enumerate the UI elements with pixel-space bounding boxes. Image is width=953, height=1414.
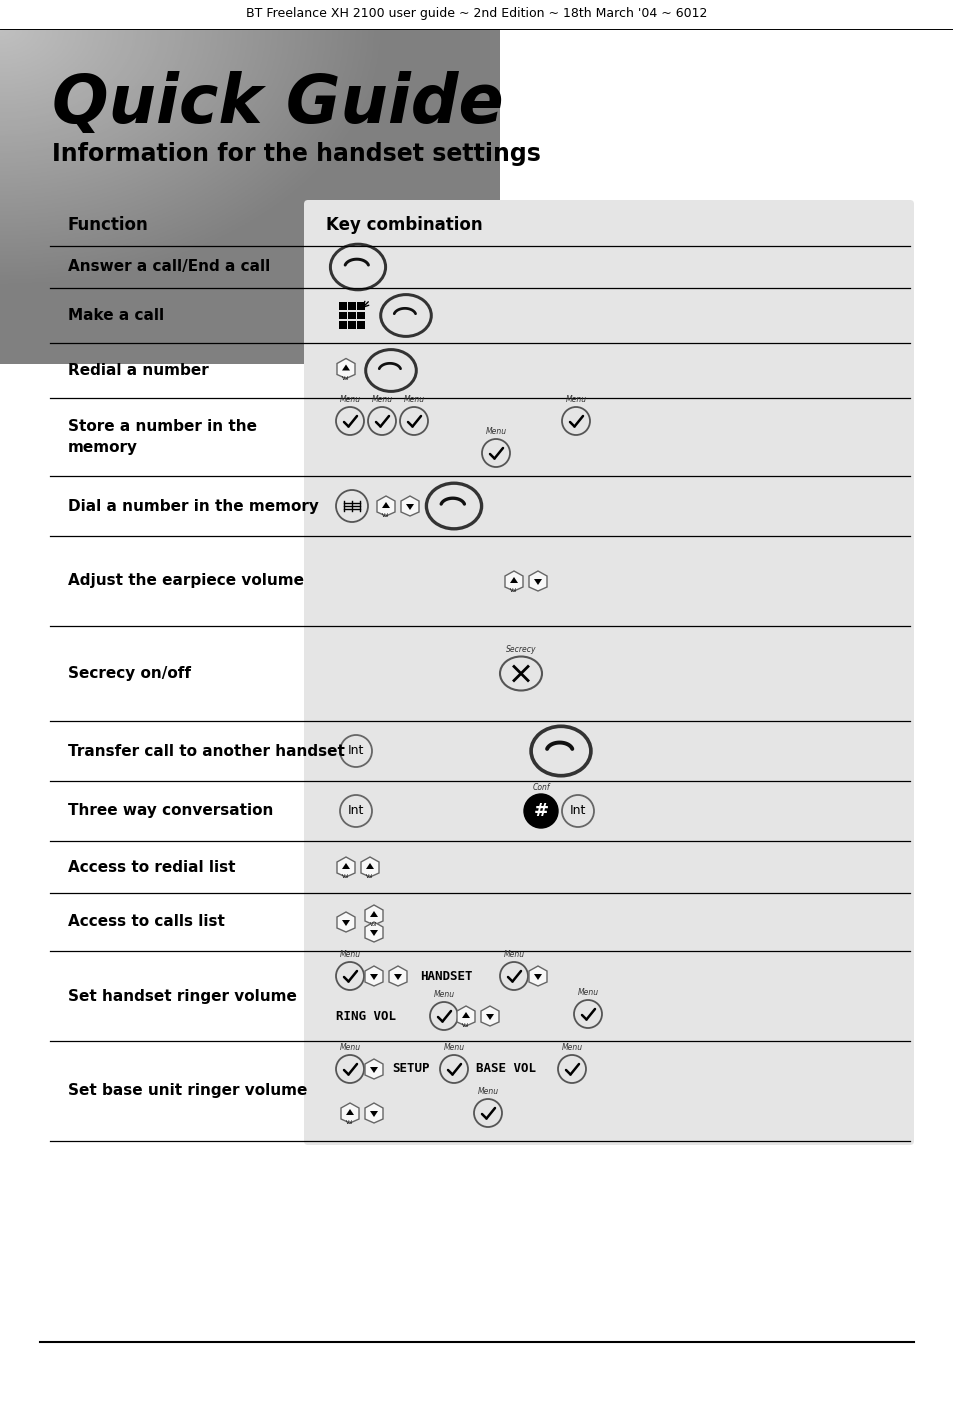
Polygon shape xyxy=(370,911,377,918)
Bar xyxy=(338,303,346,310)
Polygon shape xyxy=(534,974,541,980)
Text: #: # xyxy=(533,802,548,820)
Polygon shape xyxy=(340,1103,358,1123)
Polygon shape xyxy=(346,1109,354,1116)
Bar xyxy=(338,321,346,328)
Text: Dial a number in the memory: Dial a number in the memory xyxy=(68,499,318,513)
Polygon shape xyxy=(510,577,517,583)
Text: Menu: Menu xyxy=(503,950,524,959)
Polygon shape xyxy=(341,921,350,926)
Text: Int: Int xyxy=(348,745,364,758)
Text: Secrecy on/off: Secrecy on/off xyxy=(68,666,191,682)
Text: Vol: Vol xyxy=(510,588,517,592)
Text: Vol: Vol xyxy=(370,922,377,928)
Text: Vol: Vol xyxy=(342,376,350,380)
Polygon shape xyxy=(534,578,541,585)
Text: Information for the handset settings: Information for the handset settings xyxy=(52,141,540,165)
Text: Menu: Menu xyxy=(403,395,424,404)
Text: Menu: Menu xyxy=(339,395,360,404)
Text: Menu: Menu xyxy=(339,1044,360,1052)
Bar xyxy=(338,311,346,320)
Polygon shape xyxy=(336,912,355,932)
Bar xyxy=(357,303,365,310)
Polygon shape xyxy=(485,1014,494,1019)
Text: Redial a number: Redial a number xyxy=(68,363,209,378)
Polygon shape xyxy=(381,502,390,508)
Text: Menu: Menu xyxy=(433,990,454,1000)
Text: Store a number in the
memory: Store a number in the memory xyxy=(68,419,256,455)
Text: Vol: Vol xyxy=(366,874,374,880)
Polygon shape xyxy=(376,496,395,516)
Polygon shape xyxy=(365,966,382,986)
Bar xyxy=(357,321,365,328)
Text: Answer a call/End a call: Answer a call/End a call xyxy=(68,260,270,274)
Bar xyxy=(348,311,355,320)
Polygon shape xyxy=(370,1068,377,1073)
Text: BT Freelance XH 2100 user guide ~ 2nd Edition ~ 18th March '04 ~ 6012: BT Freelance XH 2100 user guide ~ 2nd Ed… xyxy=(246,7,707,20)
Text: Int: Int xyxy=(348,805,364,817)
Polygon shape xyxy=(529,966,546,986)
Text: Vol: Vol xyxy=(462,1022,469,1028)
Polygon shape xyxy=(461,1012,470,1018)
Text: Transfer call to another handset: Transfer call to another handset xyxy=(68,744,345,758)
Text: Set base unit ringer volume: Set base unit ringer volume xyxy=(68,1083,307,1099)
Text: Menu: Menu xyxy=(561,1044,582,1052)
Polygon shape xyxy=(504,571,522,591)
Text: Int: Int xyxy=(569,805,585,817)
Polygon shape xyxy=(480,1005,498,1027)
Text: Access to calls list: Access to calls list xyxy=(68,915,225,929)
Text: Menu: Menu xyxy=(339,950,360,959)
Text: Quick Guide: Quick Guide xyxy=(52,71,503,137)
Polygon shape xyxy=(529,571,546,591)
Text: Menu: Menu xyxy=(476,1087,498,1096)
Text: Menu: Menu xyxy=(565,395,586,404)
Text: Menu: Menu xyxy=(371,395,392,404)
Text: HANDSET: HANDSET xyxy=(419,970,472,983)
Polygon shape xyxy=(389,966,407,986)
Text: Vol: Vol xyxy=(342,874,350,880)
Polygon shape xyxy=(366,863,374,870)
Polygon shape xyxy=(336,359,355,379)
FancyBboxPatch shape xyxy=(304,199,913,1145)
Text: BASE VOL: BASE VOL xyxy=(476,1062,536,1076)
Text: Menu: Menu xyxy=(577,988,598,997)
Text: Vol: Vol xyxy=(346,1120,354,1126)
Text: Three way conversation: Three way conversation xyxy=(68,803,274,819)
Polygon shape xyxy=(406,503,414,510)
Polygon shape xyxy=(400,496,418,516)
Circle shape xyxy=(523,795,558,829)
Polygon shape xyxy=(394,974,401,980)
Polygon shape xyxy=(370,974,377,980)
Polygon shape xyxy=(360,857,378,877)
Text: Conf: Conf xyxy=(532,783,549,792)
Polygon shape xyxy=(370,1111,377,1117)
Polygon shape xyxy=(365,1103,382,1123)
Bar xyxy=(348,303,355,310)
Text: Vol: Vol xyxy=(382,513,389,518)
Text: Function: Function xyxy=(68,216,149,233)
Polygon shape xyxy=(365,905,382,925)
Text: Key combination: Key combination xyxy=(326,216,482,233)
Text: Secrecy: Secrecy xyxy=(505,645,536,653)
Polygon shape xyxy=(370,930,377,936)
Text: Menu: Menu xyxy=(485,427,506,436)
Polygon shape xyxy=(336,857,355,877)
Polygon shape xyxy=(341,365,350,370)
Text: Menu: Menu xyxy=(443,1044,464,1052)
Text: Make a call: Make a call xyxy=(68,308,164,322)
Bar xyxy=(357,311,365,320)
Text: Adjust the earpiece volume: Adjust the earpiece volume xyxy=(68,574,304,588)
Bar xyxy=(348,321,355,328)
Polygon shape xyxy=(341,863,350,870)
Text: Access to redial list: Access to redial list xyxy=(68,860,235,874)
Text: SETUP: SETUP xyxy=(392,1062,429,1076)
Polygon shape xyxy=(365,922,382,942)
Polygon shape xyxy=(365,1059,382,1079)
Text: RING VOL: RING VOL xyxy=(335,1010,395,1022)
Polygon shape xyxy=(456,1005,475,1027)
Text: Set handset ringer volume: Set handset ringer volume xyxy=(68,988,296,1004)
